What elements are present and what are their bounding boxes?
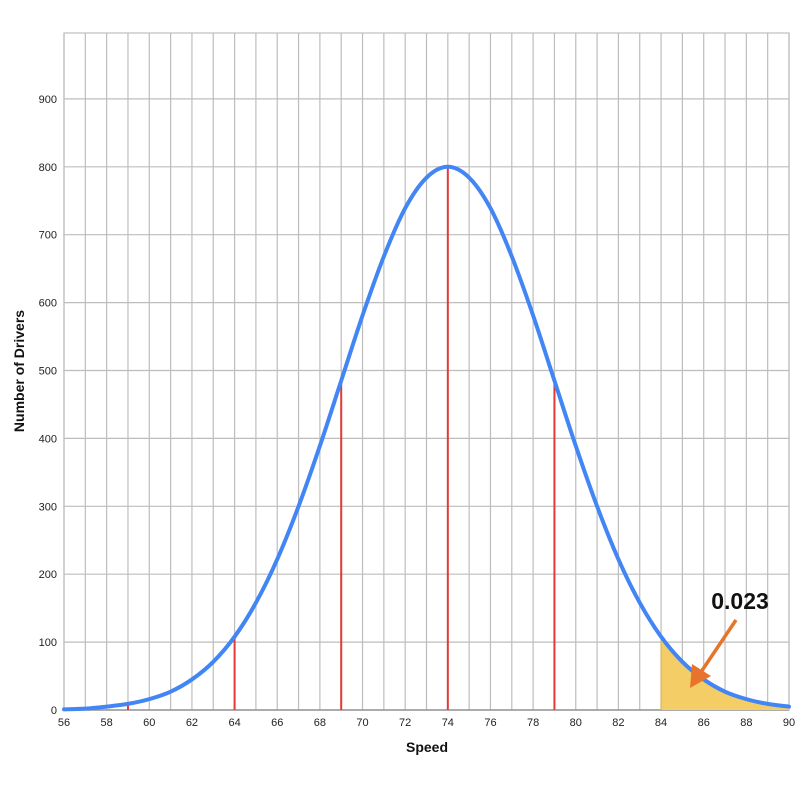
x-tick-label: 68 — [314, 717, 326, 729]
normal-curve — [62, 164, 791, 712]
x-tick-label: 56 — [58, 717, 70, 729]
shaded-region — [660, 636, 789, 710]
x-tick-label: 78 — [527, 717, 539, 729]
x-tick-label: 90 — [783, 717, 795, 729]
y-tick-label: 800 — [39, 162, 57, 174]
annotation-arrow-head — [690, 664, 711, 688]
x-tick-label: 60 — [143, 717, 155, 729]
x-tick-label: 76 — [484, 717, 496, 729]
x-tick-label: 84 — [655, 717, 667, 729]
x-tick-label: 80 — [570, 717, 582, 729]
vertical-markers — [126, 166, 556, 710]
x-tick-label: 72 — [399, 717, 411, 729]
x-tick-labels: 56 58 60 62 64 66 68 70 72 74 76 78 80 82 84 86 88 90 — [58, 717, 795, 729]
x-tick-label: 58 — [101, 717, 113, 729]
x-tick-label: 70 — [356, 717, 368, 729]
annotation-arrow-shaft — [699, 619, 738, 673]
x-tick-label: 82 — [612, 717, 624, 729]
series — [62, 164, 791, 712]
y-tick-label: 500 — [39, 366, 57, 378]
y-tick-labels: 0 100 200 300 400 500 600 700 800 900 — [39, 94, 57, 717]
annotation-text: 0.023 — [711, 588, 769, 614]
y-tick-label: 600 — [39, 298, 57, 310]
y-tick-label: 300 — [39, 501, 57, 513]
x-tick-label: 64 — [228, 717, 240, 729]
y-tick-label: 200 — [39, 569, 57, 581]
x-tick-label: 86 — [698, 717, 710, 729]
y-tick-label: 700 — [39, 230, 57, 242]
y-tick-label: 400 — [39, 433, 57, 445]
x-tick-label: 88 — [740, 717, 752, 729]
x-tick-label: 74 — [442, 717, 454, 729]
y-tick-label: 100 — [39, 637, 57, 649]
x-tick-label: 62 — [186, 717, 198, 729]
y-tick-label: 900 — [39, 94, 57, 106]
x-axis-label: Speed — [406, 739, 448, 755]
grid — [63, 32, 790, 711]
x-tick-label: 66 — [271, 717, 283, 729]
y-axis-label: Number of Drivers — [11, 310, 27, 432]
y-tick-label: 0 — [51, 705, 57, 717]
shaded-area — [661, 636, 789, 710]
annotation: 0.023 — [690, 588, 769, 688]
